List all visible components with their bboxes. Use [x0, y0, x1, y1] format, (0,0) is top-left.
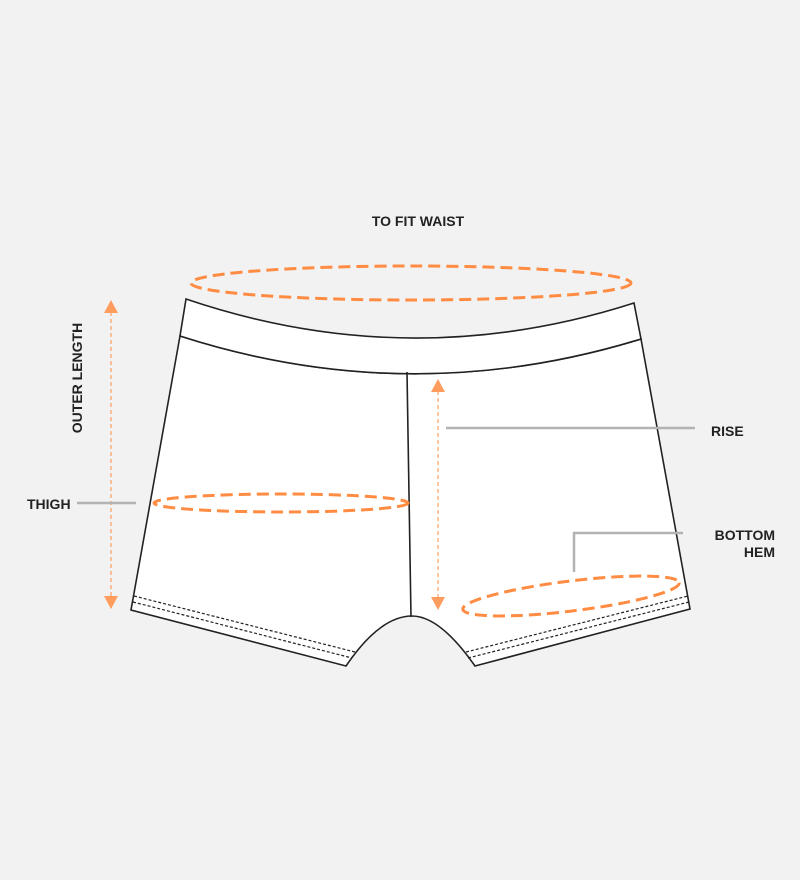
- bottom-hem-label-line1: BOTTOM: [715, 527, 775, 543]
- arrow-down-icon: [104, 596, 118, 609]
- rise-label: RISE: [711, 423, 744, 439]
- thigh-label: THIGH: [27, 496, 71, 512]
- hem-stitching: [132, 595, 690, 659]
- hem-leader-line: [572, 531, 683, 572]
- waist-title: TO FIT WAIST: [372, 213, 465, 229]
- waist-measure-ellipse: [189, 264, 633, 302]
- outer-length-label: OUTER LENGTH: [69, 323, 85, 433]
- bottom-hem-label-line2: HEM: [744, 544, 775, 560]
- center-seam: [406, 371, 412, 618]
- arrow-up-icon: [431, 379, 445, 392]
- arrow-down-icon: [431, 597, 445, 610]
- rise-arrow: [431, 379, 445, 610]
- hem-measure-ellipse: [461, 574, 681, 618]
- outer-length-arrow: [104, 300, 118, 609]
- waistband: [179, 297, 642, 375]
- thigh-measure-ellipse: [152, 492, 410, 514]
- arrow-up-icon: [104, 300, 118, 313]
